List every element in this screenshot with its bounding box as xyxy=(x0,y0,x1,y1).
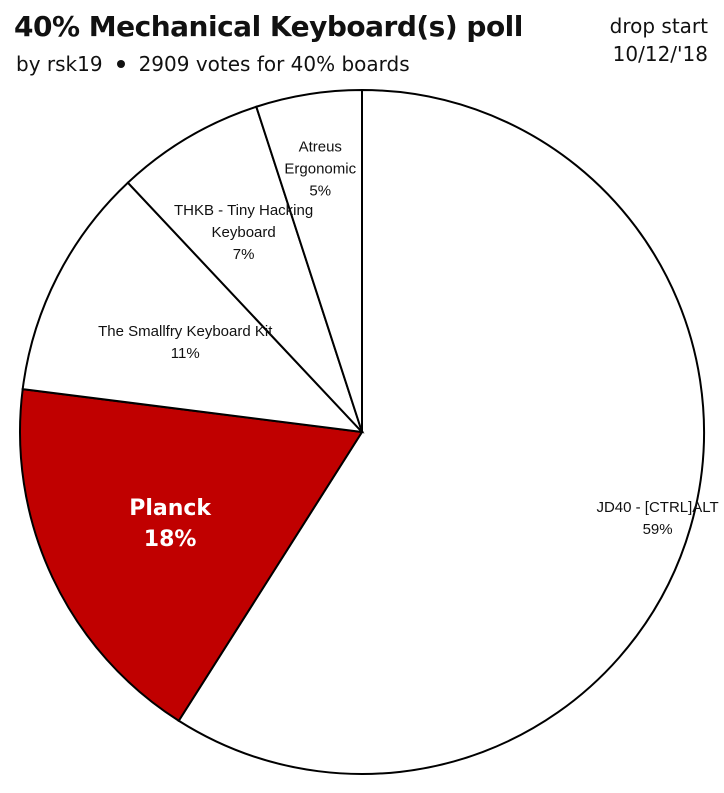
votes-label: 2909 votes for 40% boards xyxy=(138,52,410,76)
slice-label-4-line-2: Keyboard xyxy=(212,224,276,241)
date-note: drop start 10/12/'18 xyxy=(610,12,708,68)
bullet-separator xyxy=(116,60,125,68)
slice-label-5-line-3: 5% xyxy=(309,183,331,200)
pie-slice-1 xyxy=(177,88,705,775)
date-note-line1: drop start xyxy=(609,14,708,38)
slice-label-5: Atreus Ergonomic 5% xyxy=(284,139,356,200)
slice-label-5-line-1: Atreus xyxy=(299,139,342,156)
chart-subtitle: by rsk19 2909 votes for 40% boards xyxy=(16,52,410,76)
pie-slice-3 xyxy=(21,181,365,434)
pie-slice-5 xyxy=(255,88,363,433)
slice-label-4: THKB - Tiny Hacking Keyboard 7% xyxy=(174,202,313,263)
slice-label-2-line-1: Planck xyxy=(129,496,212,521)
pie-slice-2 xyxy=(19,388,364,723)
chart-title: 40% Mechanical Keyboard(s) poll xyxy=(14,10,523,43)
slice-label-1-line-2: 59% xyxy=(643,521,673,538)
slice-label-2-line-2: 18% xyxy=(144,527,197,552)
pie-slice-4 xyxy=(126,105,363,433)
slice-label-1: JD40 - [CTRL]ALT 59% xyxy=(596,499,718,538)
slice-label-3: The Smallfry Keyboard Kit 11% xyxy=(98,323,273,362)
slice-label-3-line-1: The Smallfry Keyboard Kit xyxy=(98,323,273,340)
slice-label-5-line-2: Ergonomic xyxy=(284,161,356,178)
slice-label-1-line-1: JD40 - [CTRL]ALT xyxy=(596,499,718,516)
author-label: by rsk19 xyxy=(16,52,103,76)
slice-label-2: Planck 18% xyxy=(129,496,212,552)
slice-label-4-line-3: 7% xyxy=(233,246,255,263)
slice-label-4-line-1: THKB - Tiny Hacking xyxy=(174,202,313,219)
slice-label-3-line-2: 11% xyxy=(171,345,200,362)
date-note-line2: 10/12/'18 xyxy=(612,42,708,66)
